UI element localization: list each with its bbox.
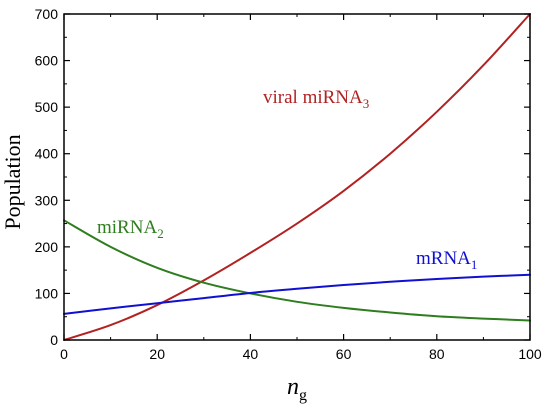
y-tick-label: 0 <box>50 332 58 348</box>
y-tick-label: 600 <box>35 53 59 69</box>
series-line-mirna2 <box>63 219 531 322</box>
x-axis-label-main: n <box>287 374 299 400</box>
series-label-viral-mirna3-sub: 3 <box>363 96 370 111</box>
y-tick-label: 700 <box>35 6 59 22</box>
x-tick-label: 40 <box>243 346 259 362</box>
x-axis-label: ng <box>287 374 307 404</box>
series-label-mirna2-sub: 2 <box>157 226 164 241</box>
x-axis-label-sub: g <box>299 387 307 404</box>
series-label-mirna2-main: miRNA <box>97 217 157 238</box>
series-label-mirna2: miRNA2 <box>97 217 164 241</box>
axis-ticks: 0 20 40 60 80 100 0 100 200 300 400 500 600 700 <box>35 6 542 362</box>
y-tick-label: 300 <box>35 192 59 208</box>
x-tick-label: 60 <box>336 346 352 362</box>
series-label-viral-mirna3: viral miRNA3 <box>263 87 369 111</box>
series-line-mrna1 <box>63 273 531 315</box>
series-label-mrna1-sub: 1 <box>471 257 478 272</box>
x-tick-label: 80 <box>429 346 445 362</box>
y-tick-label: 500 <box>35 99 59 115</box>
plot-frame <box>63 13 531 341</box>
x-tick-label: 0 <box>60 346 68 362</box>
y-axis-label: Population <box>0 134 25 229</box>
y-tick-label: 100 <box>35 285 59 301</box>
series-label-mrna1: mRNA1 <box>416 248 477 272</box>
x-tick-label: 20 <box>149 346 165 362</box>
series-layer <box>63 13 531 341</box>
x-tick-label: 100 <box>518 346 542 362</box>
series-label-mrna1-main: mRNA <box>416 248 471 269</box>
series-label-viral-mirna3-main: viral miRNA <box>263 87 363 108</box>
y-tick-label: 400 <box>35 146 59 162</box>
y-tick-label: 200 <box>35 239 59 255</box>
series-line-viral-mirna3 <box>63 13 531 341</box>
